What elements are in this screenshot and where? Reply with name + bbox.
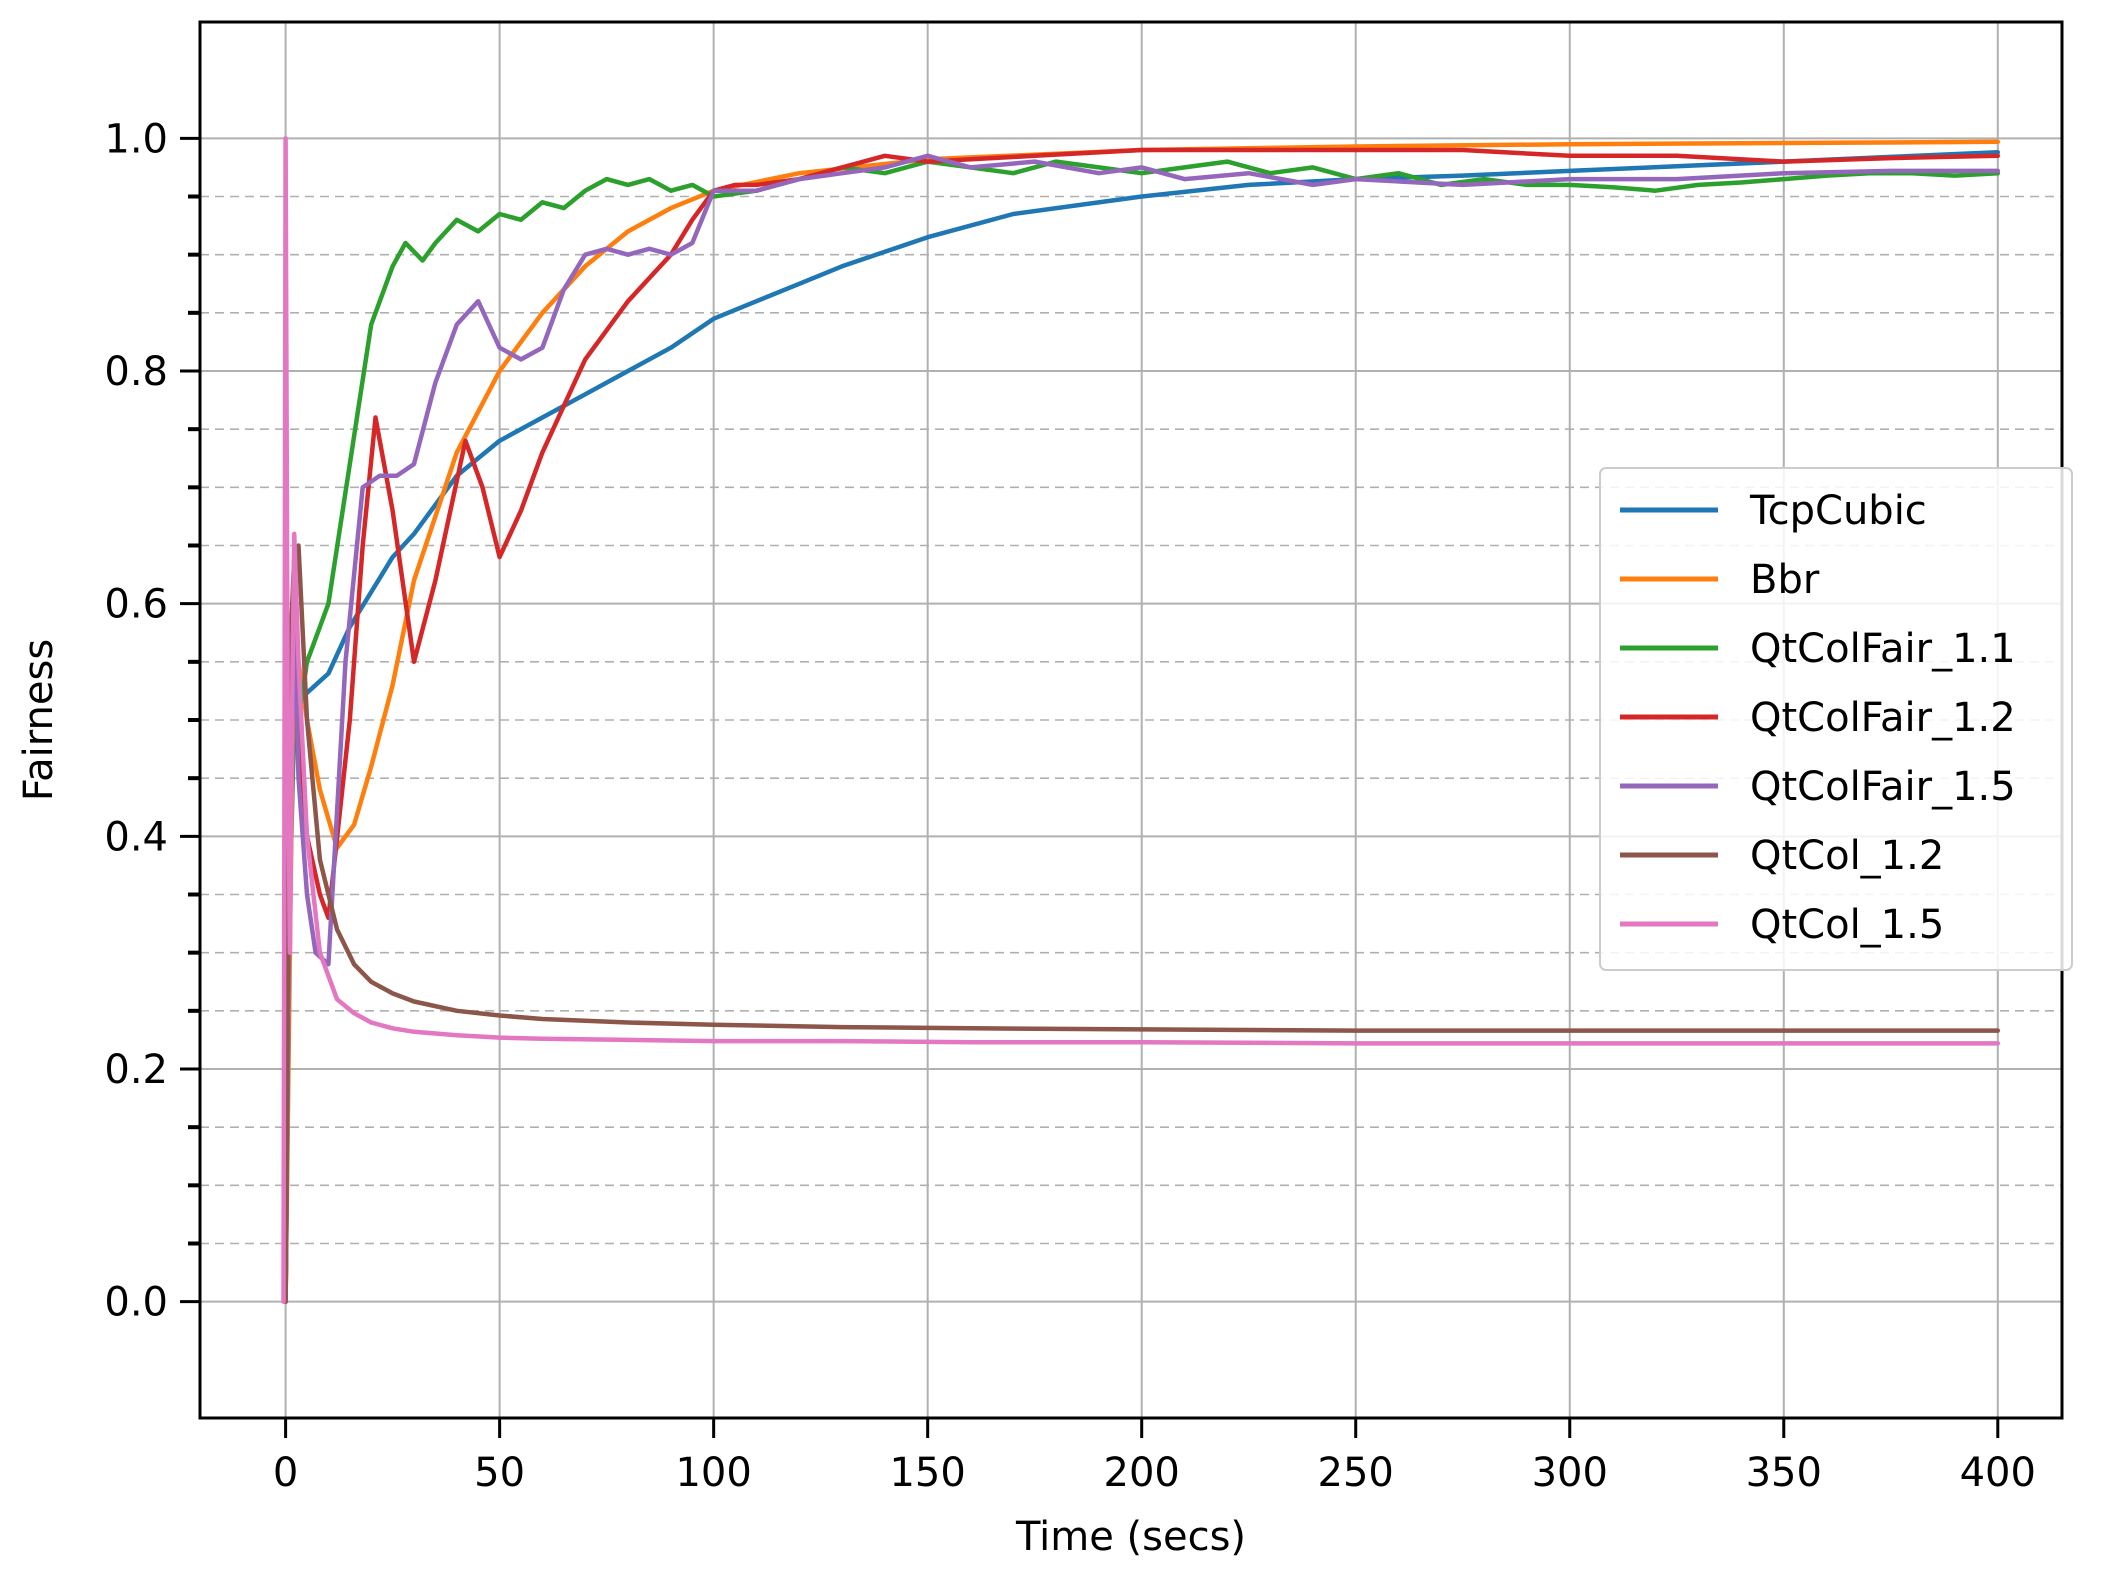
x-tick-label: 100 <box>675 1450 751 1496</box>
series-line-tcpcubic <box>283 150 2001 1304</box>
x-tick-label: 300 <box>1532 1450 1608 1496</box>
legend-label-qtcol-1-2: QtCol_1.2 <box>1750 833 1944 879</box>
legend-box <box>1599 467 2073 971</box>
series-lines <box>281 136 2001 1304</box>
legend: TcpCubic Bbr QtColFair_1.1 QtColFair_1.2 QtC… <box>1599 467 2073 971</box>
y-tick-label: 0.8 <box>104 349 168 395</box>
legend-label-qtcolfair-1-1: QtColFair_1.1 <box>1750 626 2016 672</box>
axes: 0.0 0.2 0.4 0.6 0.8 1.0 0 50 100 150 200 250 300 350 4… <box>104 116 2036 1496</box>
y-tick-label: 0.2 <box>104 1047 168 1093</box>
legend-label-qtcolfair-1-2: QtColFair_1.2 <box>1750 695 2016 741</box>
x-tick-label: 350 <box>1746 1450 1822 1496</box>
y-tick-label: 0.0 <box>104 1280 168 1326</box>
legend-label-bbr: Bbr <box>1750 557 1820 603</box>
y-tick-label: 0.4 <box>104 814 168 860</box>
series-line-qtcolfair-1-2 <box>283 147 2001 1304</box>
x-tick-label: 200 <box>1104 1450 1180 1496</box>
x-tick-label: 0 <box>273 1450 298 1496</box>
legend-label-tcpcubic: TcpCubic <box>1749 488 1927 534</box>
series-line-qtcolfair-1-5 <box>283 153 2001 1304</box>
series-line-qtcol-1-5 <box>281 136 2001 1304</box>
x-tick-label: 50 <box>474 1450 525 1496</box>
legend-label-qtcolfair-1-5: QtColFair_1.5 <box>1750 764 2016 810</box>
x-tick-label: 150 <box>889 1450 965 1496</box>
y-tick-label: 1.0 <box>104 116 168 162</box>
legend-label-qtcol-1-5: QtCol_1.5 <box>1750 902 1944 948</box>
x-tick-label: 250 <box>1318 1450 1394 1496</box>
x-axis-label: Time (secs) <box>1015 1514 1246 1560</box>
y-axis-label: Fairness <box>16 639 62 801</box>
series-line-qtcol-1-2 <box>283 543 2001 1304</box>
x-tick-label: 400 <box>1960 1450 2036 1496</box>
y-tick-label: 0.6 <box>104 582 168 628</box>
